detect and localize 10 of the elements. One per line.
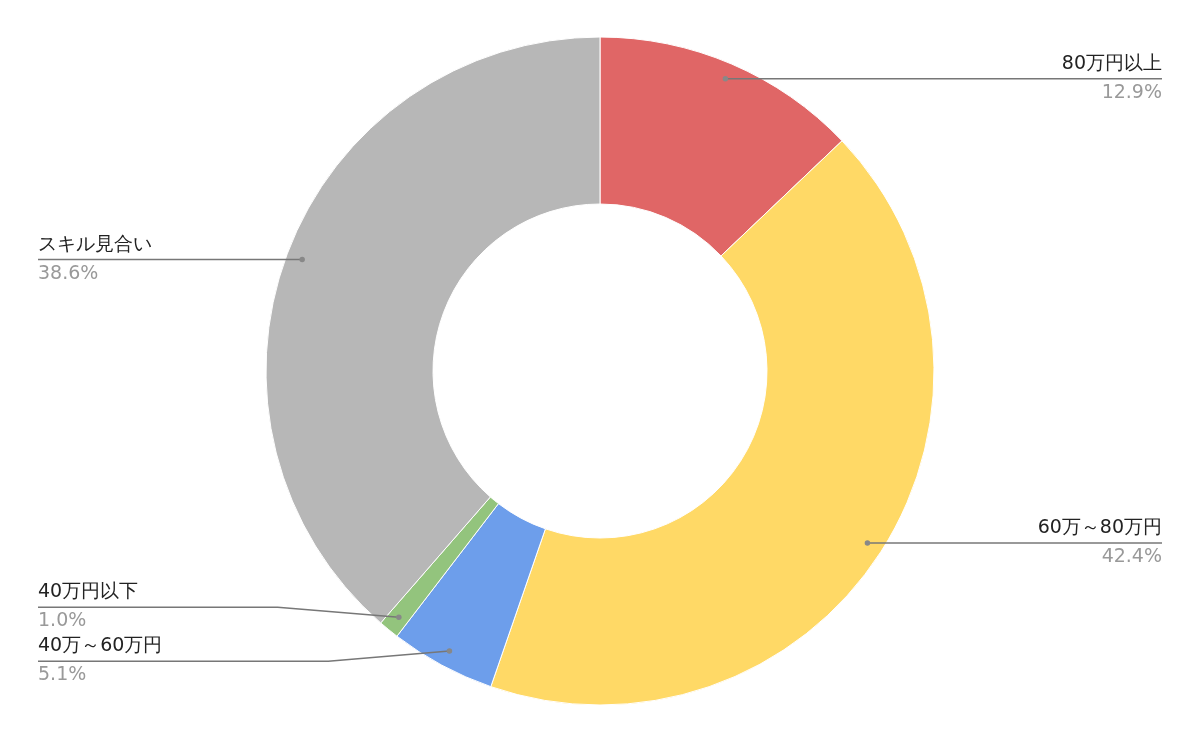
- data-label: 38.6%: [38, 260, 99, 283]
- slice-label: スキル見合い: [38, 231, 152, 254]
- data-label: 42.4%: [1101, 544, 1162, 567]
- slice-label: 40万円以下: [38, 579, 139, 602]
- data-label: 1.0%: [38, 608, 87, 631]
- slice-label: 40万～60万円: [38, 633, 163, 656]
- data-label: 5.1%: [38, 662, 87, 685]
- data-label: 12.9%: [1101, 79, 1162, 102]
- slice-label: 60万～80万円: [1037, 515, 1162, 538]
- slice-label: 80万円以上: [1061, 50, 1162, 73]
